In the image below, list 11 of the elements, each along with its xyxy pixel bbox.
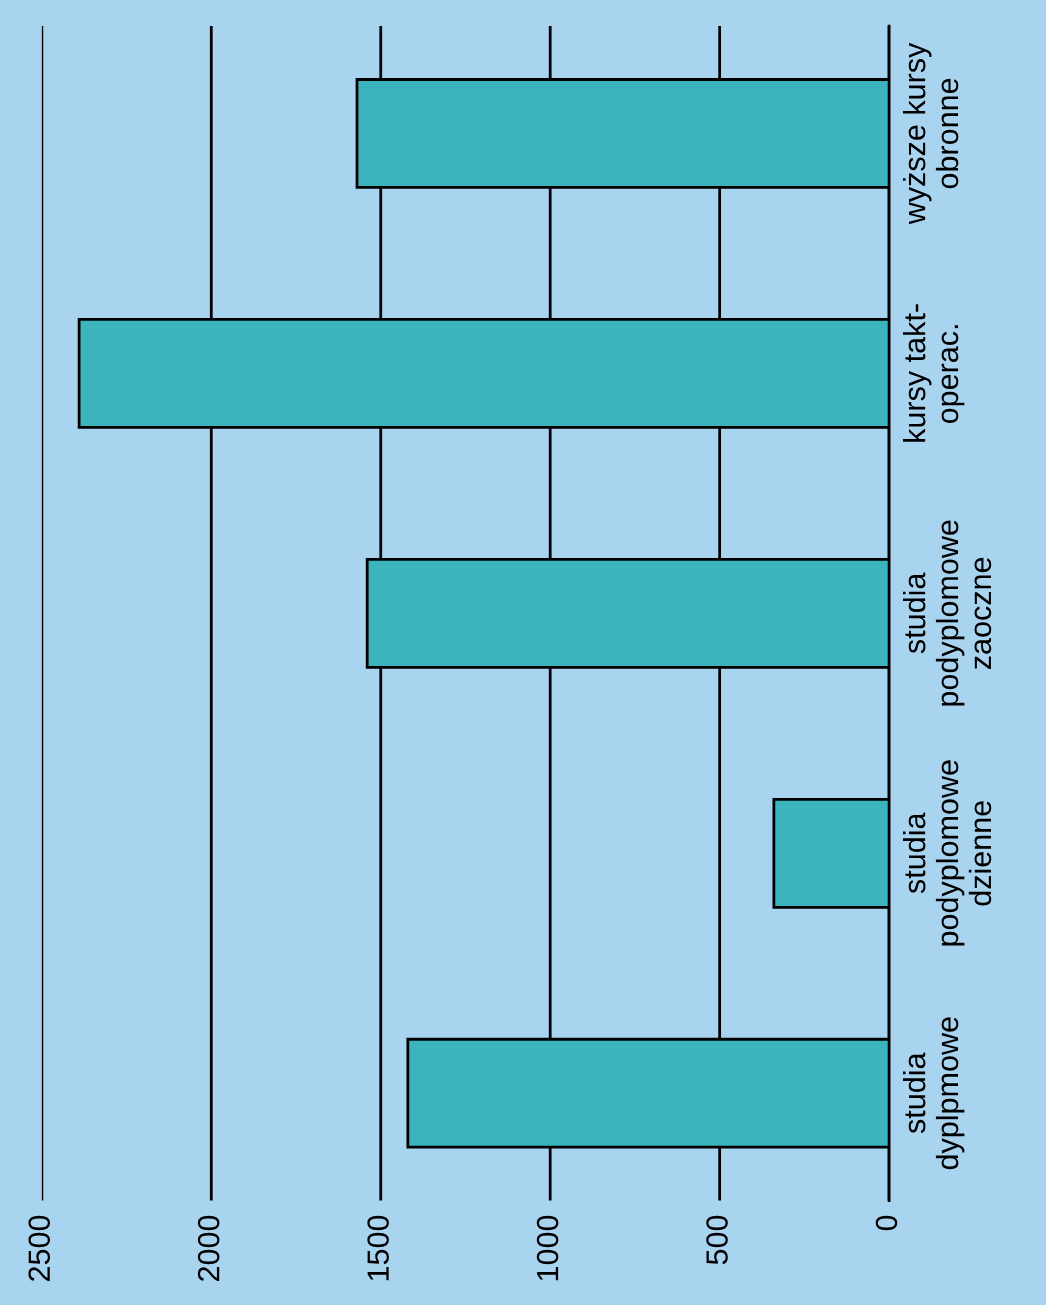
x-tick-label: 500: [706, 1215, 728, 1265]
x-tick-label: 1000: [536, 1215, 559, 1281]
y-tick-label: kursy takt- operac.: [902, 304, 965, 442]
x-tick-label: 2500: [28, 1215, 51, 1281]
x-tick-label: 1500: [367, 1215, 389, 1281]
x-tick-label: 2000: [197, 1215, 220, 1281]
y-tick-label: studia podyplomowe zaoczne: [902, 520, 992, 706]
x-tick-label: 0: [875, 1215, 898, 1231]
y-tick-label: studia podyplomowe dzienne: [902, 760, 992, 946]
y-tick-label: studia dyplpmowe: [902, 1017, 965, 1170]
y-tick-label: wyższe kursy obronne: [902, 42, 959, 225]
